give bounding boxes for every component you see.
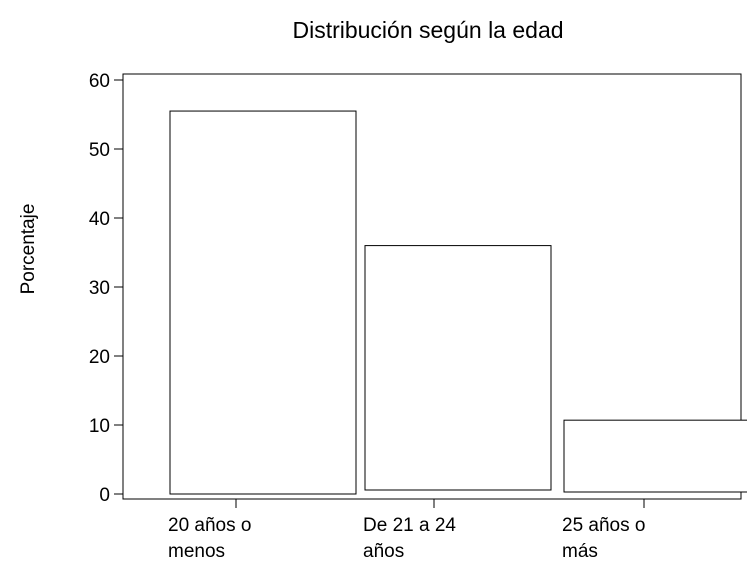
y-tick-label: 40: [89, 209, 110, 230]
x-category-label-line2: menos: [168, 541, 225, 562]
y-tick-label: 60: [89, 71, 110, 92]
chart-title: Distribución según la edad: [292, 17, 563, 43]
x-category-label-line2: más: [562, 541, 598, 562]
bars: [169, 110, 747, 495]
y-tick-label: 50: [89, 140, 110, 161]
y-tick-label: 0: [99, 485, 110, 506]
y-tick-label: 20: [89, 347, 110, 368]
x-axis-ticks: 20 años o menos De 21 a 24 años 25 años o más: [168, 499, 645, 562]
y-tick-label: 10: [89, 416, 110, 437]
x-category-label-line1: 20 años o: [168, 515, 251, 536]
bar: [169, 110, 357, 495]
x-category-label-line1: 25 años o: [562, 515, 645, 536]
x-category-label-line1: De 21 a 24: [363, 515, 456, 536]
bar: [563, 419, 747, 493]
y-axis-ticks: 0 10 20 30 40 50 60: [89, 71, 123, 506]
bar: [364, 245, 552, 491]
y-tick-label: 30: [89, 278, 110, 299]
y-axis-label: Porcentaje: [18, 204, 39, 295]
x-category-label-line2: años: [363, 541, 404, 562]
